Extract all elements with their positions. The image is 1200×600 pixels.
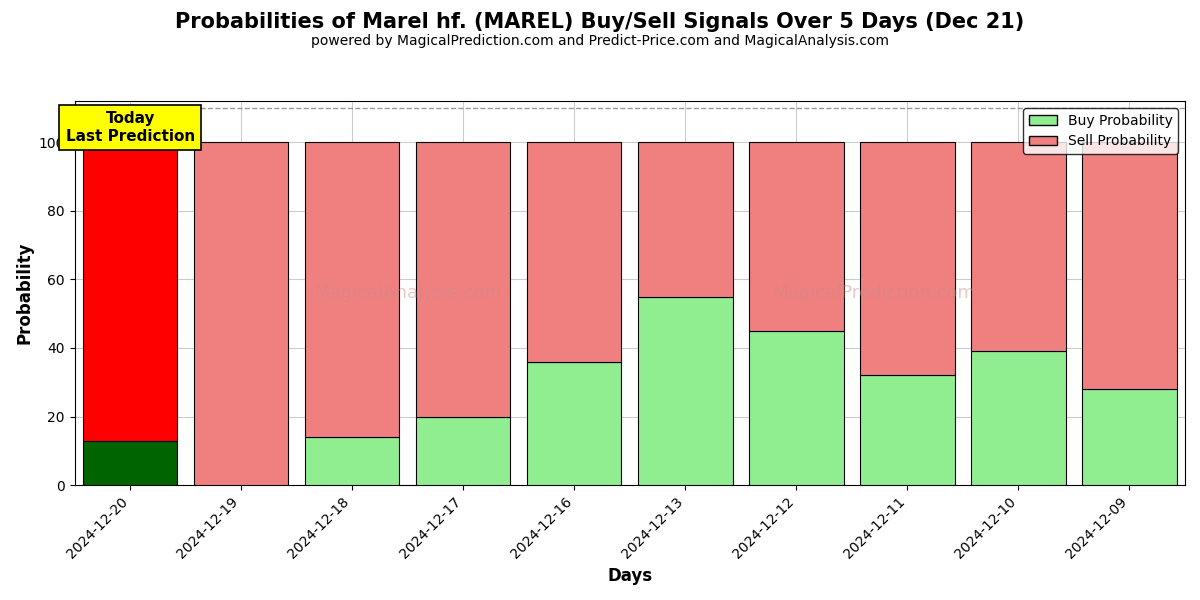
Bar xyxy=(416,142,510,416)
Y-axis label: Probability: Probability xyxy=(16,242,34,344)
Text: powered by MagicalPrediction.com and Predict-Price.com and MagicalAnalysis.com: powered by MagicalPrediction.com and Pre… xyxy=(311,34,889,48)
Bar xyxy=(860,142,955,376)
Bar xyxy=(416,416,510,485)
Bar xyxy=(83,440,178,485)
X-axis label: Days: Days xyxy=(607,567,653,585)
Text: MagicalPrediction.com: MagicalPrediction.com xyxy=(773,284,976,302)
Bar xyxy=(638,296,732,485)
Text: MagicalAnalysis.com: MagicalAnalysis.com xyxy=(314,284,502,302)
Text: Today
Last Prediction: Today Last Prediction xyxy=(66,111,194,143)
Bar xyxy=(527,362,622,485)
Bar xyxy=(749,142,844,331)
Bar xyxy=(860,376,955,485)
Bar xyxy=(305,142,400,437)
Bar xyxy=(749,331,844,485)
Legend: Buy Probability, Sell Probability: Buy Probability, Sell Probability xyxy=(1024,108,1178,154)
Bar xyxy=(1082,142,1177,389)
Bar xyxy=(971,142,1066,352)
Bar xyxy=(83,142,178,440)
Bar xyxy=(971,352,1066,485)
Text: Probabilities of Marel hf. (MAREL) Buy/Sell Signals Over 5 Days (Dec 21): Probabilities of Marel hf. (MAREL) Buy/S… xyxy=(175,12,1025,32)
Bar xyxy=(1082,389,1177,485)
Bar xyxy=(305,437,400,485)
Bar xyxy=(638,142,732,296)
Bar xyxy=(527,142,622,362)
Bar xyxy=(194,142,288,485)
